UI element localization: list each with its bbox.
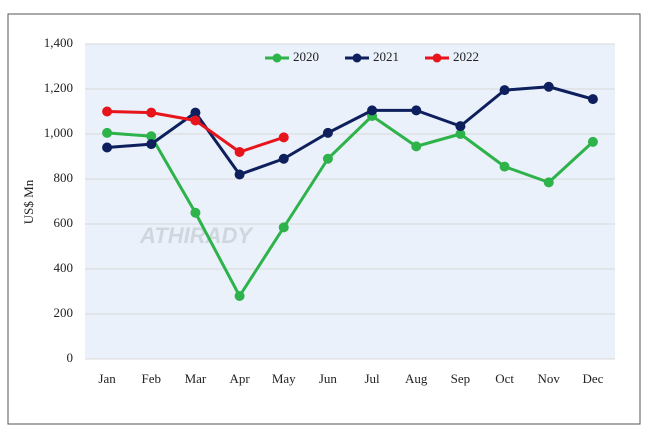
legend-label: 2021: [373, 49, 399, 64]
x-tick-label: Jan: [98, 371, 116, 386]
legend-marker: [272, 53, 282, 63]
data-point: [190, 107, 201, 118]
y-tick-label: 0: [67, 350, 74, 365]
y-tick-label: 800: [54, 170, 74, 185]
data-point: [146, 131, 157, 142]
x-tick-label: Jun: [319, 371, 338, 386]
legend-marker: [352, 53, 362, 63]
data-point: [102, 106, 113, 117]
y-tick-label: 200: [54, 305, 74, 320]
y-tick-label: 1,000: [44, 125, 73, 140]
data-point: [278, 153, 289, 164]
data-point: [146, 139, 157, 150]
data-point: [102, 142, 113, 153]
data-point: [499, 85, 510, 96]
plot-area: [85, 44, 615, 359]
legend-label: 2022: [453, 49, 479, 64]
x-tick-label: Apr: [229, 371, 250, 386]
data-point: [278, 222, 289, 233]
data-point: [543, 81, 554, 92]
x-tick-label: Jul: [364, 371, 380, 386]
x-tick-label: Nov: [538, 371, 561, 386]
x-tick-label: Sep: [451, 371, 471, 386]
x-tick-label: Feb: [142, 371, 162, 386]
data-point: [146, 107, 157, 118]
data-point: [455, 121, 466, 132]
data-point: [234, 147, 245, 157]
y-tick-label: 1,400: [44, 35, 73, 50]
x-tick-label: Aug: [405, 371, 428, 386]
legend-marker: [432, 53, 442, 63]
legend-label: 2020: [293, 49, 319, 64]
data-point: [455, 129, 466, 139]
data-point: [190, 115, 201, 126]
x-tick-label: Oct: [495, 371, 514, 386]
y-tick-label: 600: [54, 215, 74, 230]
data-point: [587, 94, 598, 105]
data-point: [322, 127, 333, 138]
y-axis-label: US$ Mn: [21, 179, 36, 224]
x-tick-label: May: [272, 371, 296, 386]
y-tick-label: 1,200: [44, 80, 73, 95]
y-tick-label: 400: [54, 260, 74, 275]
data-point: [278, 132, 289, 143]
data-point: [234, 169, 245, 180]
data-point: [367, 105, 378, 116]
data-point: [499, 161, 510, 172]
data-point: [234, 291, 245, 301]
data-point: [102, 127, 113, 138]
data-point: [190, 207, 201, 218]
x-tick-label: Mar: [185, 371, 207, 386]
data-point: [411, 105, 422, 116]
series-line: [106, 114, 594, 298]
data-point: [543, 177, 554, 188]
data-point: [322, 153, 333, 164]
x-tick-label: Dec: [582, 371, 603, 386]
data-point: [411, 141, 422, 152]
data-point: [587, 136, 598, 147]
watermark: ATHIRADY: [139, 223, 254, 248]
